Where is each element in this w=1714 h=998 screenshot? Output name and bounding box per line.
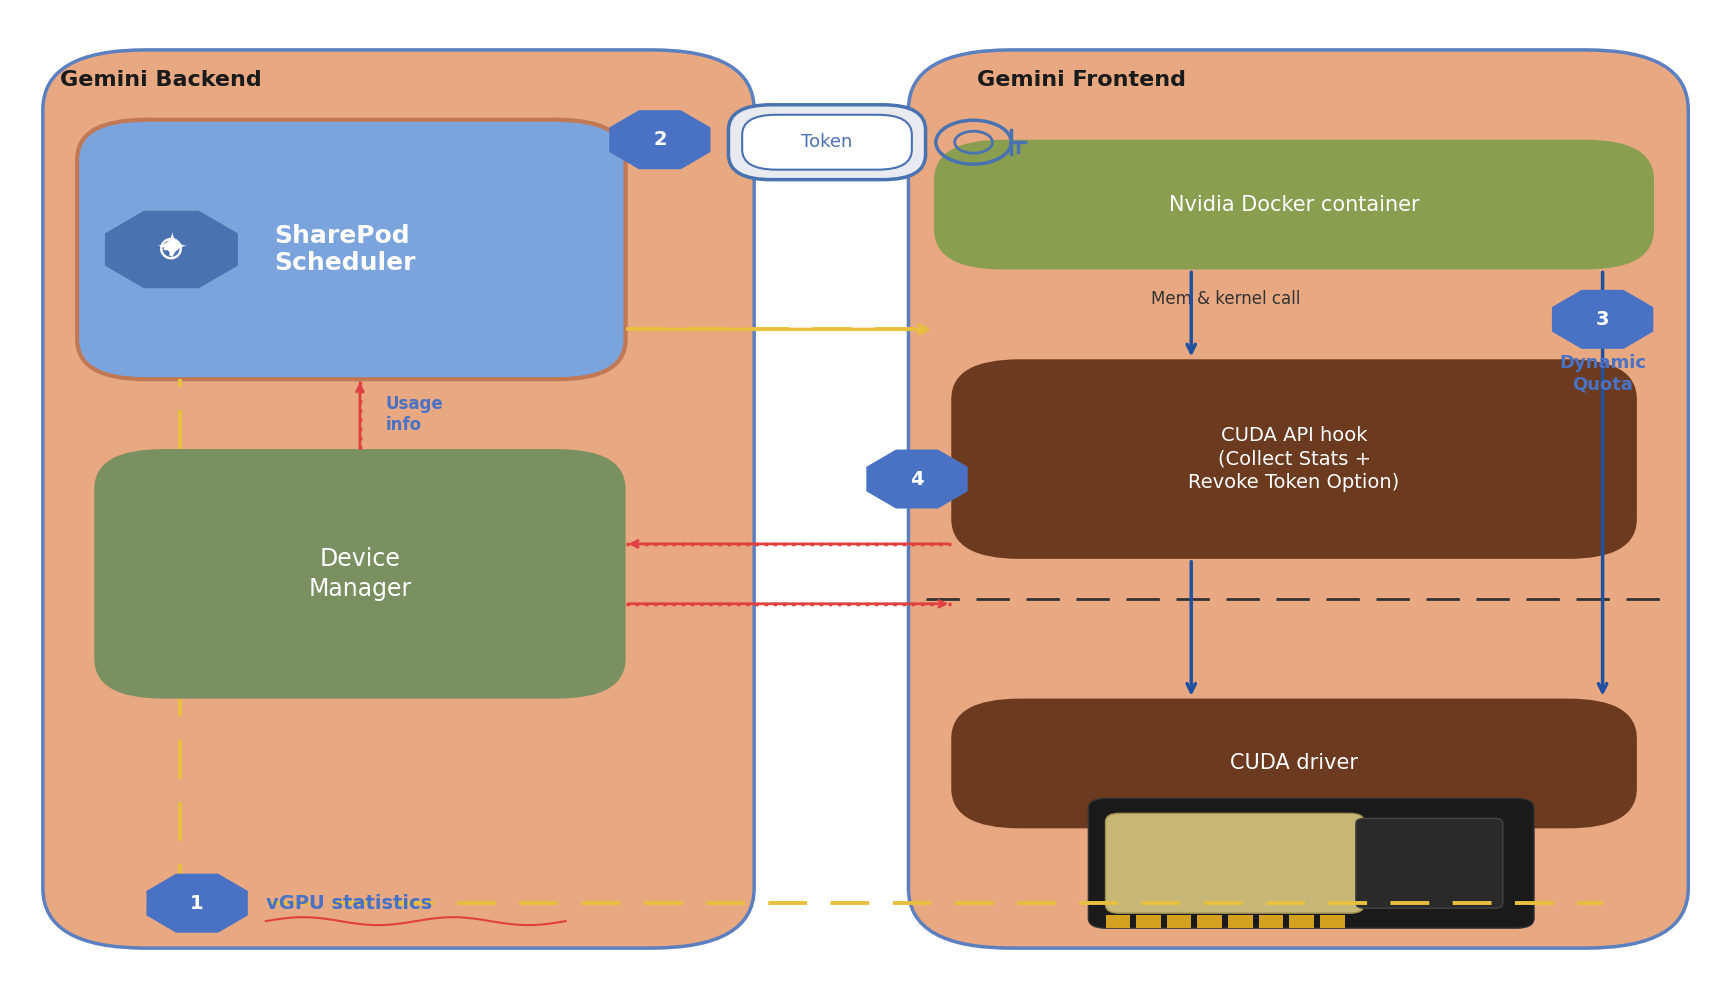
Polygon shape — [608, 110, 711, 170]
Text: Nvidia Docker container: Nvidia Docker container — [1169, 195, 1419, 215]
Text: ⊕: ⊕ — [158, 233, 185, 266]
Polygon shape — [105, 211, 238, 288]
Bar — [1198, 915, 1222, 928]
FancyBboxPatch shape — [908, 50, 1688, 948]
Text: 3: 3 — [1596, 309, 1609, 329]
Text: 1: 1 — [190, 893, 204, 913]
Bar — [1258, 915, 1284, 928]
Text: 2: 2 — [653, 130, 667, 150]
Bar — [1320, 915, 1344, 928]
FancyBboxPatch shape — [951, 359, 1637, 559]
Text: Gemini Frontend: Gemini Frontend — [977, 70, 1186, 90]
FancyBboxPatch shape — [728, 105, 926, 180]
Polygon shape — [146, 873, 249, 933]
Text: Token: Token — [802, 133, 852, 152]
Bar — [1136, 915, 1160, 928]
FancyBboxPatch shape — [1356, 818, 1503, 908]
FancyBboxPatch shape — [1106, 813, 1364, 913]
FancyBboxPatch shape — [951, 699, 1637, 828]
Bar — [1227, 915, 1253, 928]
Text: CUDA driver: CUDA driver — [1231, 753, 1357, 773]
FancyBboxPatch shape — [742, 115, 912, 170]
Text: 4: 4 — [910, 469, 924, 489]
FancyBboxPatch shape — [1088, 798, 1534, 928]
Text: Gemini Backend: Gemini Backend — [60, 70, 262, 90]
Polygon shape — [1551, 289, 1654, 349]
Bar — [1289, 915, 1315, 928]
Text: SharePod
Scheduler: SharePod Scheduler — [274, 224, 417, 275]
Text: Device
Manager: Device Manager — [309, 547, 411, 601]
FancyBboxPatch shape — [77, 120, 626, 379]
Bar — [1167, 915, 1191, 928]
Text: CUDA API hook
(Collect Stats +
Revoke Token Option): CUDA API hook (Collect Stats + Revoke To… — [1188, 426, 1400, 492]
Bar — [1106, 915, 1130, 928]
Text: ✦: ✦ — [154, 231, 189, 268]
Text: Usage
info: Usage info — [386, 395, 444, 433]
FancyBboxPatch shape — [94, 449, 626, 699]
FancyBboxPatch shape — [43, 50, 754, 948]
Text: vGPU statistics: vGPU statistics — [266, 893, 432, 913]
Text: Dynamic
Quota: Dynamic Quota — [1560, 354, 1645, 393]
Text: Mem & kernel call: Mem & kernel call — [1150, 290, 1301, 308]
FancyBboxPatch shape — [934, 140, 1654, 269]
Polygon shape — [866, 449, 968, 509]
